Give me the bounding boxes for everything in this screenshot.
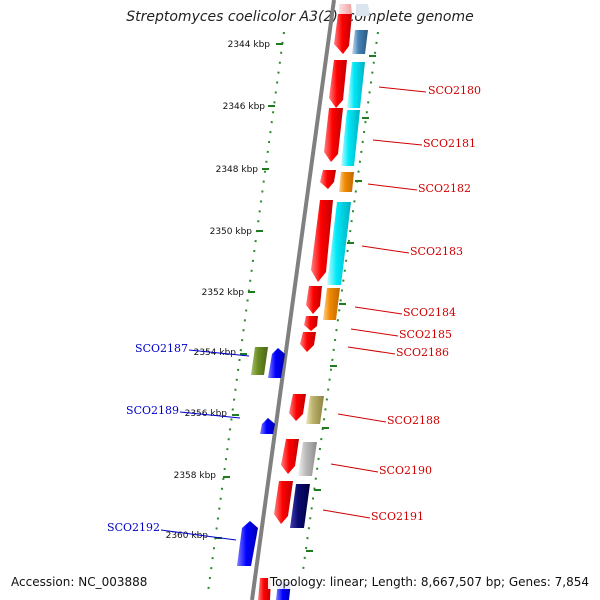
gene-label[interactable]: SCO2180	[428, 84, 481, 97]
gene-block-grey[interactable]	[298, 442, 317, 476]
ruler-line-right	[299, 31, 379, 593]
gene-block-steel[interactable]	[352, 30, 368, 54]
gene-label[interactable]: SCO2189	[126, 404, 179, 417]
ruler-label: 2350 kbp	[210, 227, 253, 237]
gene-arrow-red[interactable]	[306, 286, 322, 314]
gene-label[interactable]: SCO2186	[396, 346, 449, 359]
gene-arrow-red[interactable]	[324, 108, 343, 162]
gene-label[interactable]: SCO2185	[399, 328, 452, 341]
gene-arrow-red[interactable]	[281, 439, 299, 474]
gene-arrow-blue[interactable]	[237, 521, 258, 566]
ruler-label: 2344 kbp	[228, 40, 271, 50]
ruler-label: 2352 kbp	[202, 288, 245, 298]
gene-arrow-red[interactable]	[304, 316, 318, 331]
gene-block-cyan[interactable]	[347, 62, 365, 108]
ruler-label: 2346 kbp	[223, 102, 266, 112]
gene-arrow-red[interactable]	[274, 481, 293, 524]
gene-block-cyan[interactable]	[341, 110, 360, 166]
ruler-label: 2360 kbp	[166, 531, 209, 541]
gene-block-orange[interactable]	[323, 288, 340, 320]
genome-summary: Topology: linear; Length: 8,667,507 bp; …	[267, 575, 591, 589]
ruler-ticks	[215, 43, 376, 552]
gene-label[interactable]: SCO2183	[410, 245, 463, 258]
gene-arrow-red[interactable]	[329, 60, 347, 108]
ruler-label: 2358 kbp	[174, 471, 217, 481]
accession-label: Accession: NC_003888	[9, 575, 150, 589]
leader-lines-right	[322, 86, 427, 519]
gene-arrow-faded[interactable]	[339, 4, 352, 16]
gene-arrow-red[interactable]	[320, 170, 336, 189]
gene-label[interactable]: SCO2187	[135, 342, 188, 355]
gene-block-cyan[interactable]	[327, 202, 351, 285]
ruler-line-left	[207, 31, 285, 593]
gene-label[interactable]: SCO2182	[418, 182, 471, 195]
gene-arrow-faded[interactable]	[356, 4, 370, 16]
gene-arrow-blue[interactable]	[260, 418, 275, 434]
leader-lines-left	[160, 349, 250, 541]
map-title: Streptomyces coelicolor A3(2), complete …	[126, 9, 474, 25]
ruler-label: 2356 kbp	[185, 409, 228, 419]
gene-label[interactable]: SCO2191	[371, 510, 424, 523]
gene-label[interactable]: SCO2190	[379, 464, 432, 477]
gene-block-orange[interactable]	[339, 172, 354, 192]
gene-block-navy[interactable]	[290, 484, 310, 528]
gene-block-green[interactable]	[251, 347, 268, 375]
genome-backbone	[250, 0, 336, 600]
gene-arrow-blue[interactable]	[268, 348, 285, 378]
gene-label[interactable]: SCO2192	[107, 521, 160, 534]
gene-arrow-red[interactable]	[289, 394, 306, 421]
gene-arrow-red[interactable]	[311, 200, 333, 282]
gene-label[interactable]: SCO2184	[403, 306, 456, 319]
gene-arrow-red[interactable]	[300, 332, 316, 352]
gene-label[interactable]: SCO2188	[387, 414, 440, 427]
gene-block-olive[interactable]	[306, 396, 324, 424]
gene-arrow-red[interactable]	[258, 578, 271, 600]
gene-arrow-red[interactable]	[334, 14, 352, 54]
gene-label[interactable]: SCO2181	[423, 137, 476, 150]
ruler-label: 2348 kbp	[216, 165, 259, 175]
